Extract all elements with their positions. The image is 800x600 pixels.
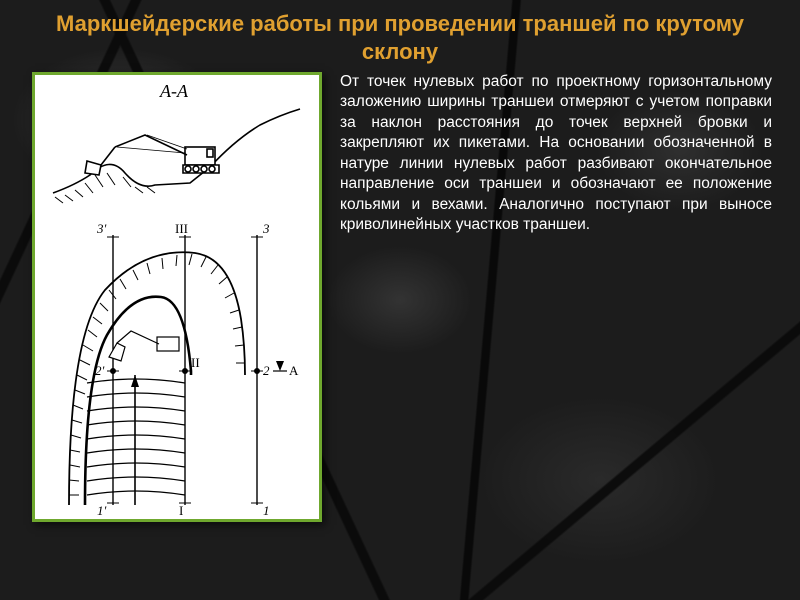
svg-text:1: 1 [263,503,270,518]
svg-text:I: I [179,503,183,518]
svg-text:3': 3' [96,221,107,236]
svg-text:А: А [289,363,299,378]
svg-text:II: II [191,355,200,370]
technical-figure: А-А [32,72,322,522]
trench-diagram-svg: А-А [35,75,319,519]
svg-text:2: 2 [263,363,270,378]
slide-title: Маркшейдерские работы при проведении тра… [50,10,750,65]
body-paragraph: От точек нулевых работ по проектному гор… [340,72,772,236]
svg-text:1': 1' [97,503,107,518]
svg-text:3: 3 [262,221,270,236]
svg-text:III: III [175,221,188,236]
svg-text:2': 2' [95,363,105,378]
section-label: А-А [159,81,189,101]
